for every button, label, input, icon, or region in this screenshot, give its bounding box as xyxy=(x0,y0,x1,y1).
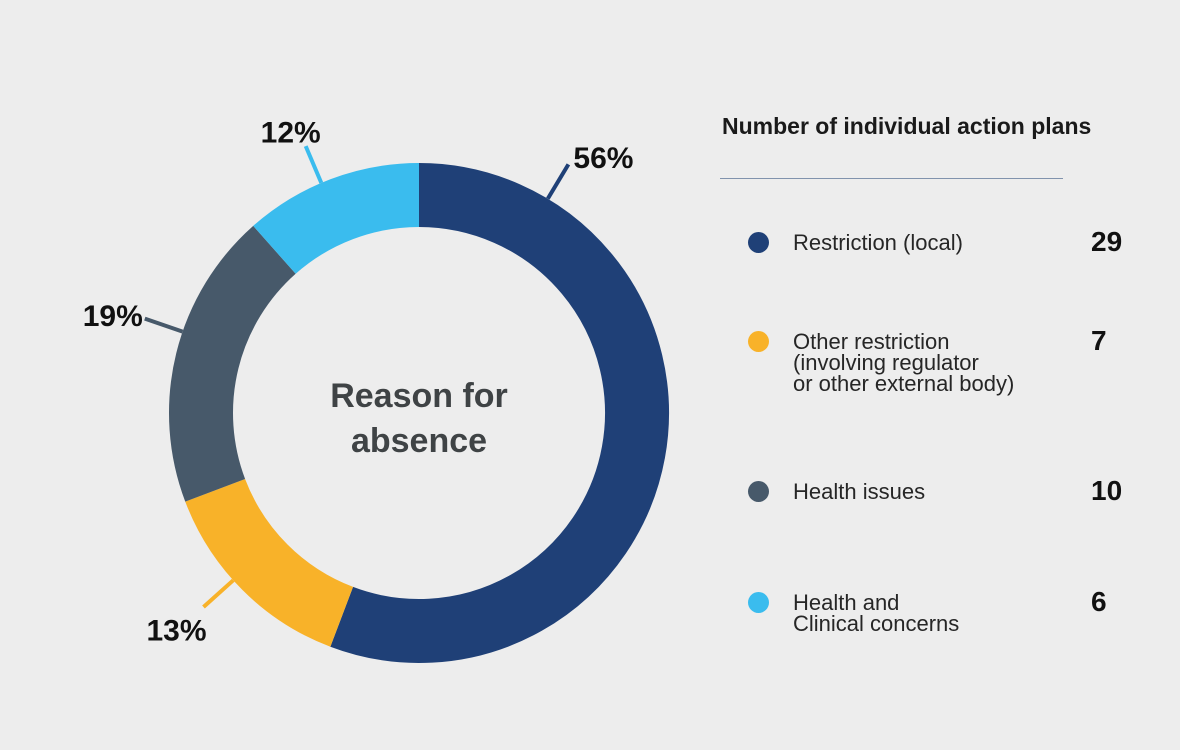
donut-slice-restriction-local xyxy=(330,163,669,663)
callout-line-health-issues xyxy=(144,316,184,334)
percent-label-restriction-local: 56% xyxy=(573,142,633,175)
percent-label-health-and-clinical-concerns: 12% xyxy=(261,117,321,150)
callout-line-other-restriction-involving-regulator-or xyxy=(202,578,235,609)
donut-center-label-line-1: Reason for xyxy=(330,377,508,415)
callout-line-health-and-clinical-concerns xyxy=(303,145,324,184)
callout-line-restriction-local xyxy=(546,163,571,200)
percent-label-other-restriction-involving-regulator-or: 13% xyxy=(146,615,206,648)
donut-center-label-line-2: absence xyxy=(351,422,487,460)
donut-slice-other-restriction-involving-regulator-or xyxy=(185,478,354,647)
donut-slice-health-issues xyxy=(169,225,297,502)
percent-label-health-issues: 19% xyxy=(83,300,143,333)
donut-slice-health-and-clinical-concerns xyxy=(253,163,420,275)
